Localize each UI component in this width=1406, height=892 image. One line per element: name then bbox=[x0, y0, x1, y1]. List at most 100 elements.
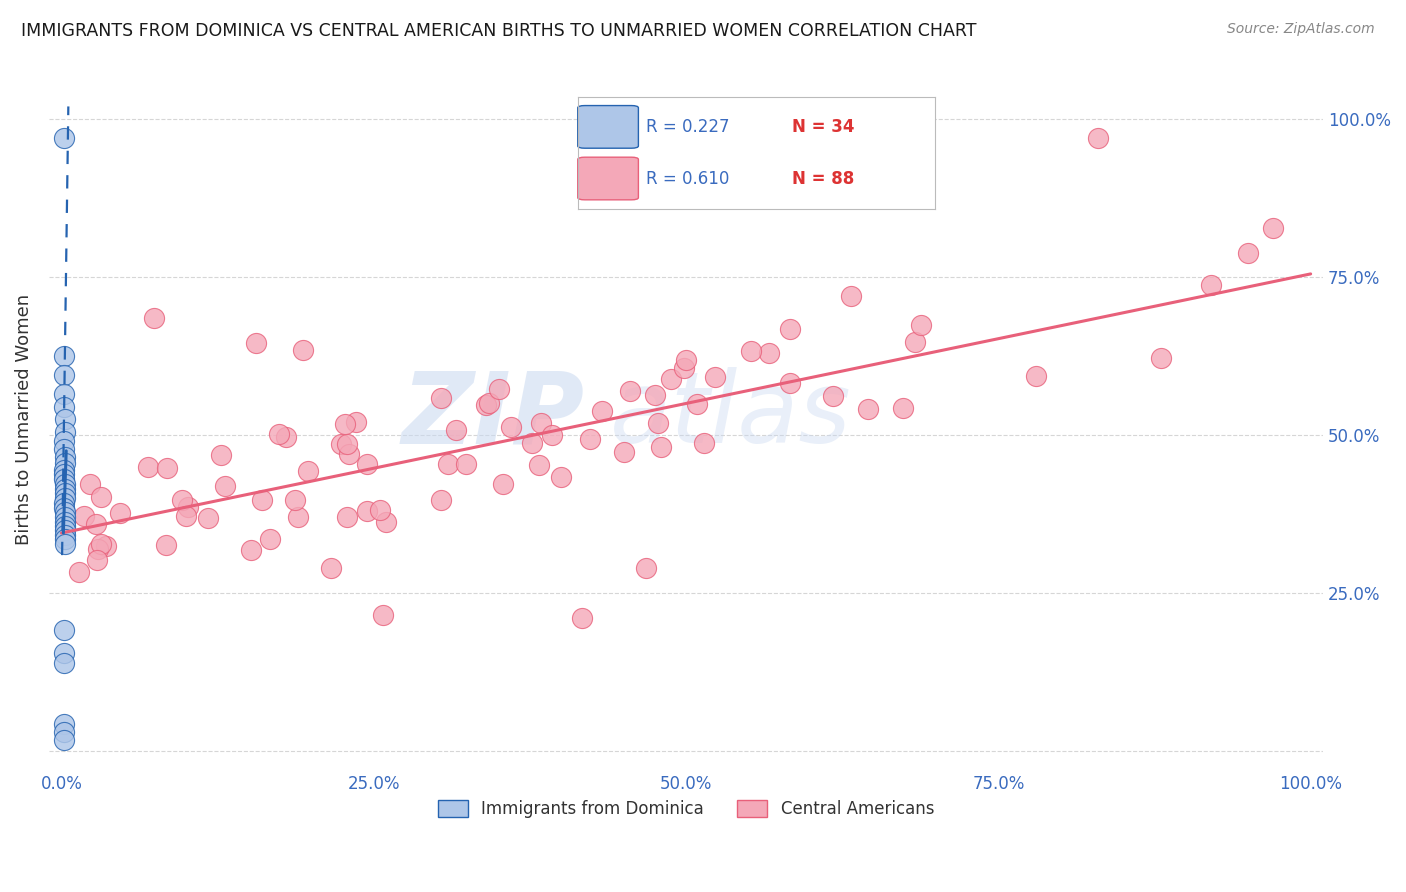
Point bbox=[758, 346, 780, 360]
Point bbox=[1263, 221, 1285, 235]
Point bbox=[214, 479, 236, 493]
Point bbox=[52, 434, 75, 449]
Point bbox=[156, 460, 179, 475]
Point bbox=[579, 432, 602, 446]
Text: atlas: atlas bbox=[610, 368, 851, 464]
Point bbox=[79, 477, 101, 491]
Point bbox=[478, 396, 501, 410]
Point bbox=[94, 539, 117, 553]
Legend: Immigrants from Dominica, Central Americans: Immigrants from Dominica, Central Americ… bbox=[432, 793, 941, 825]
Point bbox=[52, 400, 75, 414]
Point bbox=[297, 464, 319, 478]
Point bbox=[444, 423, 467, 437]
Point bbox=[240, 543, 263, 558]
Point bbox=[52, 496, 75, 510]
Point bbox=[143, 311, 166, 326]
Point bbox=[686, 397, 709, 411]
Point bbox=[52, 467, 75, 482]
Point bbox=[90, 490, 112, 504]
Point bbox=[172, 492, 194, 507]
Point bbox=[67, 565, 90, 579]
Point bbox=[53, 482, 76, 496]
Point bbox=[839, 289, 862, 303]
Point bbox=[644, 388, 666, 402]
Point bbox=[520, 436, 543, 450]
Point bbox=[356, 458, 378, 472]
Point bbox=[73, 509, 96, 524]
Point bbox=[90, 537, 112, 551]
Point bbox=[823, 389, 845, 403]
Point bbox=[52, 349, 75, 363]
Point bbox=[110, 506, 132, 520]
Point bbox=[52, 656, 75, 670]
Point bbox=[703, 370, 725, 384]
Point bbox=[250, 493, 273, 508]
Point bbox=[550, 470, 572, 484]
Point bbox=[53, 537, 76, 551]
Point bbox=[368, 503, 391, 517]
Point bbox=[86, 552, 108, 566]
Point bbox=[53, 515, 76, 529]
Point bbox=[53, 457, 76, 471]
Text: IMMIGRANTS FROM DOMINICA VS CENTRAL AMERICAN BIRTHS TO UNMARRIED WOMEN CORRELATI: IMMIGRANTS FROM DOMINICA VS CENTRAL AMER… bbox=[21, 22, 977, 40]
Point bbox=[336, 509, 359, 524]
Point bbox=[176, 509, 198, 524]
Point bbox=[910, 318, 932, 332]
Point bbox=[371, 608, 394, 623]
Point bbox=[375, 515, 398, 529]
Point bbox=[856, 401, 879, 416]
Point bbox=[429, 391, 451, 405]
Point bbox=[209, 448, 232, 462]
Point bbox=[52, 131, 75, 145]
Point bbox=[571, 611, 593, 625]
Point bbox=[52, 442, 75, 456]
Point bbox=[673, 361, 696, 376]
Point bbox=[501, 420, 523, 434]
Point bbox=[53, 519, 76, 533]
Point bbox=[284, 492, 307, 507]
Point bbox=[904, 334, 927, 349]
Point bbox=[53, 505, 76, 519]
Point bbox=[52, 463, 75, 477]
Point bbox=[527, 458, 550, 472]
Point bbox=[779, 321, 801, 335]
Point bbox=[287, 509, 309, 524]
Point bbox=[1199, 277, 1222, 292]
Point bbox=[430, 493, 453, 508]
Point bbox=[53, 425, 76, 439]
Point bbox=[87, 541, 110, 556]
Point bbox=[613, 445, 636, 459]
Point bbox=[488, 382, 510, 396]
Point bbox=[650, 441, 672, 455]
Point bbox=[740, 344, 762, 359]
Point bbox=[52, 646, 75, 660]
Point bbox=[53, 510, 76, 524]
Text: Source: ZipAtlas.com: Source: ZipAtlas.com bbox=[1227, 22, 1375, 37]
Point bbox=[276, 430, 298, 444]
Point bbox=[52, 623, 75, 637]
Point bbox=[779, 376, 801, 390]
Point bbox=[53, 524, 76, 538]
Point bbox=[176, 500, 198, 514]
Point bbox=[197, 511, 219, 525]
Point bbox=[474, 398, 496, 412]
Point bbox=[591, 404, 613, 418]
Point bbox=[245, 336, 267, 351]
Point bbox=[53, 477, 76, 491]
Point bbox=[333, 417, 356, 431]
Point bbox=[1150, 351, 1173, 365]
Point bbox=[259, 532, 281, 546]
Point bbox=[53, 533, 76, 547]
Point bbox=[344, 415, 367, 429]
Point bbox=[437, 457, 460, 471]
Point bbox=[1087, 131, 1109, 145]
Y-axis label: Births to Unmarried Women: Births to Unmarried Women bbox=[15, 293, 32, 545]
Point bbox=[52, 732, 75, 747]
Point bbox=[53, 491, 76, 506]
Point bbox=[659, 372, 682, 386]
Point bbox=[84, 517, 107, 532]
Point bbox=[1025, 369, 1047, 384]
Point bbox=[619, 384, 641, 398]
Text: ZIP: ZIP bbox=[401, 368, 583, 464]
Point bbox=[52, 725, 75, 739]
